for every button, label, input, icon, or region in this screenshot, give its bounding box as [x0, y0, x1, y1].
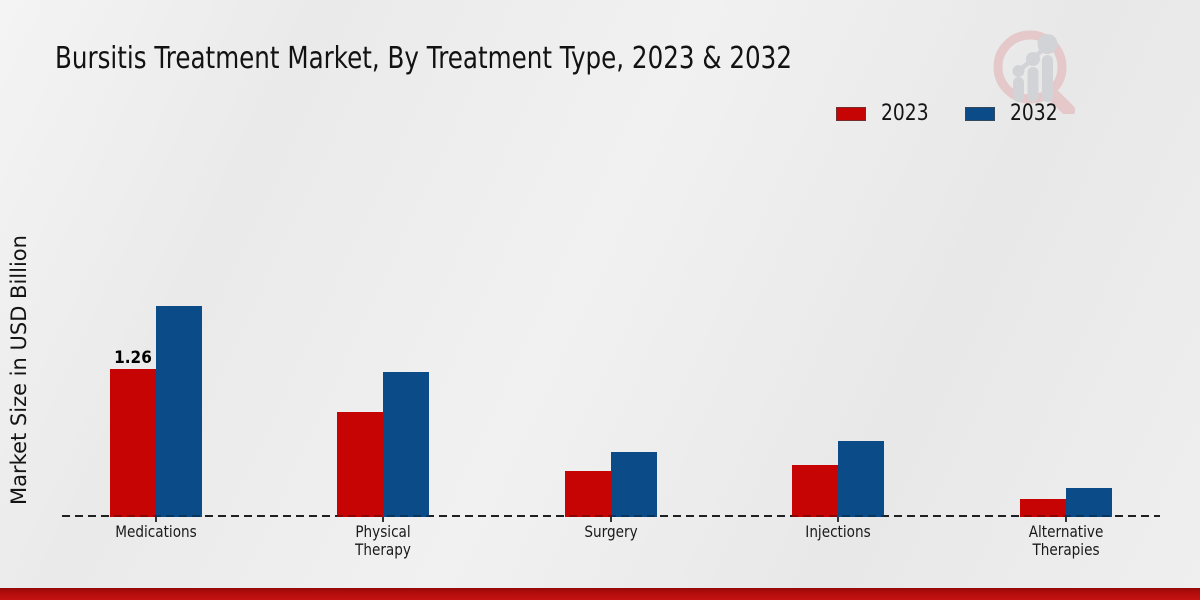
logo-bars [1013, 55, 1053, 102]
data-label-2023-medications: 1.26 [113, 348, 152, 368]
legend-item-2023: 2023 [836, 101, 937, 126]
legend-swatch-2023 [836, 106, 866, 121]
x-tick-injections [837, 517, 839, 522]
bar-2032-injections [838, 441, 884, 517]
bar-2032-medications [155, 306, 202, 517]
category-label-physical-therapy: Physical Therapy [355, 522, 411, 559]
legend-label-2032: 2032 [1010, 101, 1058, 126]
bar-2032-alternative-therapies [1065, 488, 1112, 517]
market-research-logo-watermark [993, 30, 1076, 114]
logo-handle [1048, 90, 1076, 114]
bar-2023-medications [109, 369, 156, 517]
bar-2032-surgery [610, 452, 657, 517]
legend: 2023 2032 [836, 101, 1066, 126]
chart-title: Bursitis Treatment Market, By Treatment … [55, 41, 954, 76]
y-axis-label: Market Size in USD Billion [7, 235, 31, 505]
category-label-injections: Injections [805, 522, 871, 541]
chart-title-text: Bursitis Treatment Market, By Treatment … [55, 41, 792, 76]
legend-swatch-2032 [965, 106, 995, 121]
category-label-medications: Medications [114, 522, 197, 541]
x-tick-surgery [609, 517, 612, 522]
x-tick-alternative-therapies [1064, 517, 1067, 522]
footer-accent-bar [0, 588, 1200, 600]
legend-item-2032: 2032 [965, 101, 1066, 126]
bar-2032-physical-therapy [383, 372, 429, 517]
category-label-alternative-therapies: Alternative Therapies [1028, 522, 1103, 559]
bar-2023-injections [792, 465, 838, 517]
x-axis-baseline-overlay [62, 515, 1160, 517]
bar-2023-physical-therapy [337, 412, 383, 517]
category-label-surgery: Surgery [583, 522, 638, 541]
x-tick-medications [154, 517, 157, 522]
bar-2023-surgery [564, 471, 611, 517]
legend-label-2023: 2023 [881, 101, 929, 126]
bar-2023-alternative-therapies [1019, 499, 1066, 517]
logo-trend-dots [1012, 34, 1058, 77]
x-tick-physical-therapy [382, 517, 384, 522]
